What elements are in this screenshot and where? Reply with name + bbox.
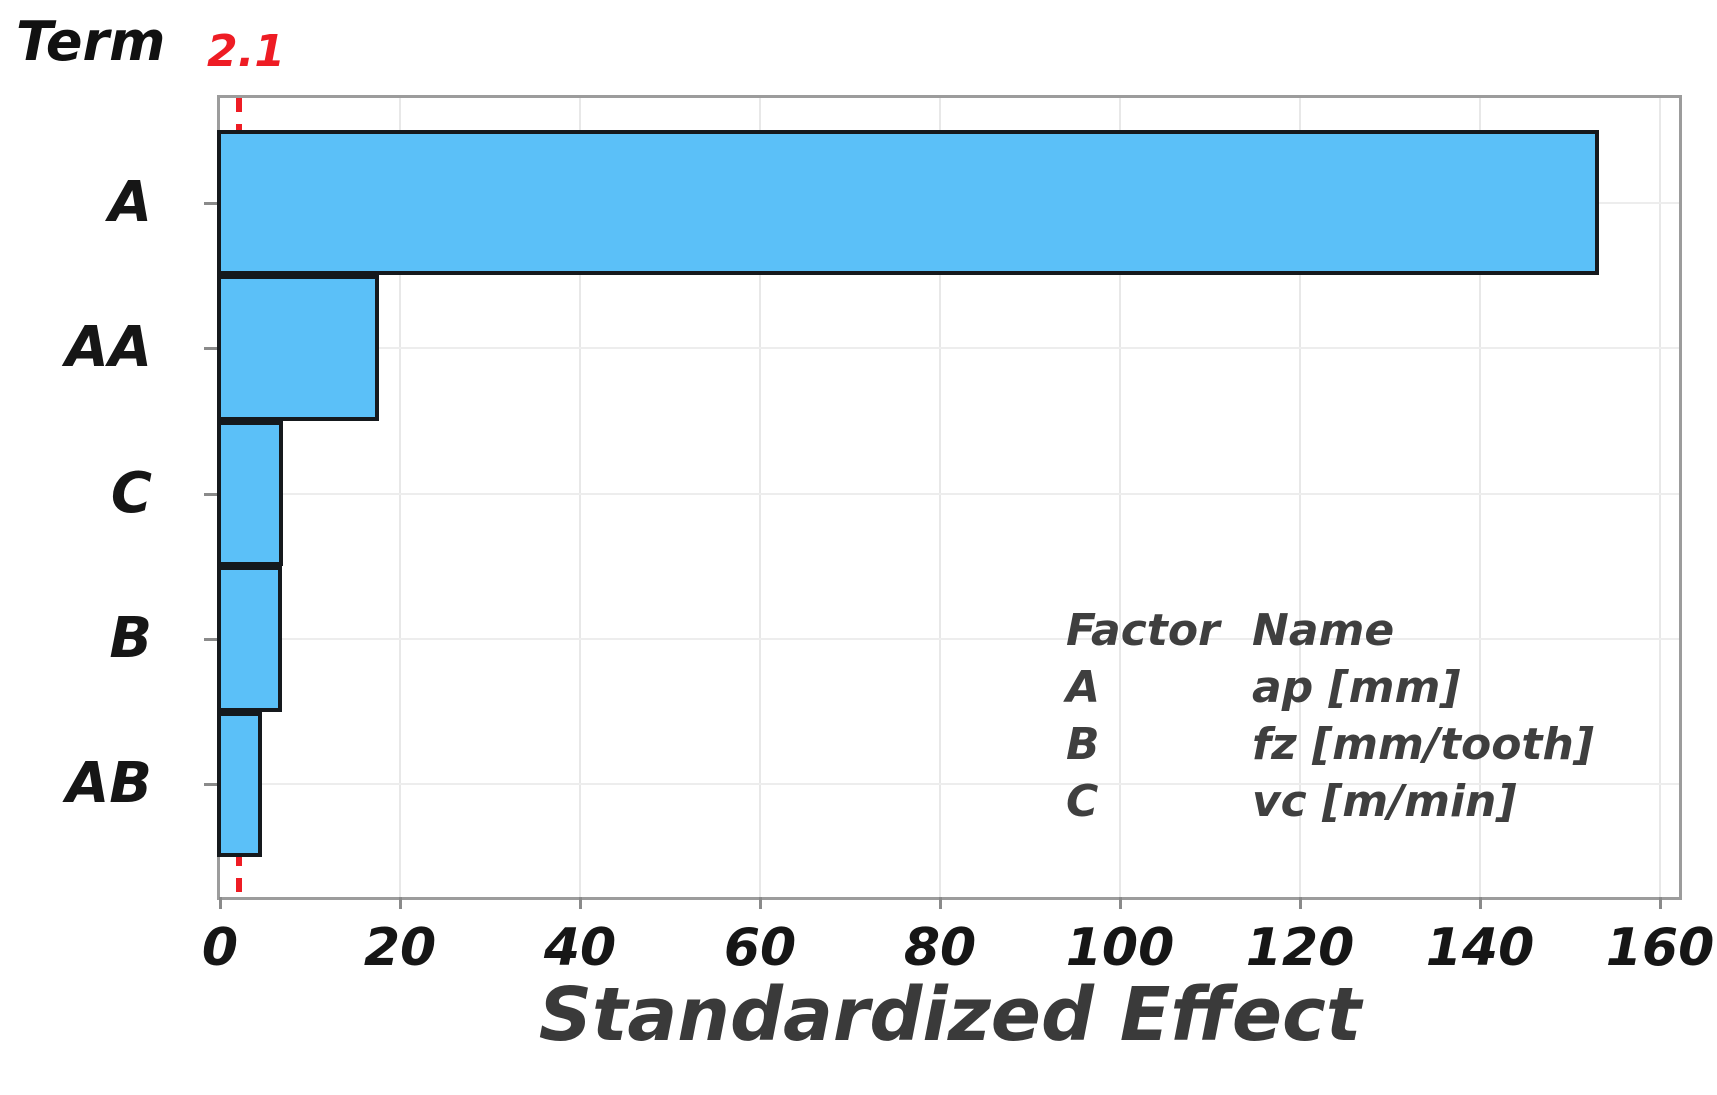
- legend-name: vc [m/min]: [1252, 776, 1517, 827]
- horizontal-gridline: [220, 347, 1679, 350]
- y-axis-tick: [204, 201, 217, 205]
- vertical-gridline: [1299, 98, 1301, 897]
- y-axis-tick: [204, 492, 217, 496]
- x-tick-label: 140: [1425, 918, 1535, 978]
- x-tick-label: 100: [1065, 918, 1175, 978]
- bar-AB: [217, 711, 262, 857]
- x-axis-tick: [579, 897, 582, 909]
- y-tick-label-B: B: [109, 605, 152, 671]
- x-axis-tick: [399, 897, 402, 909]
- x-tick-label: 60: [723, 918, 797, 978]
- bar-AA: [217, 275, 379, 421]
- legend-header-factor: Factor: [1066, 605, 1220, 656]
- x-axis-title: Standardized Effect: [538, 972, 1362, 1058]
- y-tick-label-C: C: [110, 460, 152, 526]
- y-tick-label-AA: AA: [65, 315, 152, 381]
- bar-B: [217, 566, 283, 712]
- y-axis-tick: [204, 783, 217, 787]
- x-axis-tick: [1659, 897, 1662, 909]
- bar-C: [217, 420, 284, 567]
- vertical-gridline: [399, 98, 401, 897]
- x-axis-tick: [219, 897, 222, 909]
- plot-area: [217, 95, 1682, 900]
- legend-factor: A: [1066, 662, 1101, 713]
- bar-A: [217, 130, 1599, 276]
- y-axis-tick: [204, 347, 217, 351]
- vertical-gridline: [1119, 98, 1121, 897]
- x-axis-tick: [1479, 897, 1482, 909]
- legend-name: fz [mm/tooth]: [1252, 719, 1594, 770]
- legend-header-name: Name: [1252, 605, 1395, 656]
- horizontal-gridline: [220, 492, 1679, 495]
- horizontal-gridline: [220, 637, 1679, 640]
- x-axis-tick: [939, 897, 942, 909]
- x-tick-label: 80: [903, 918, 977, 978]
- x-tick-label: 160: [1605, 918, 1715, 978]
- vertical-gridline: [1479, 98, 1481, 897]
- x-tick-label: 40: [543, 918, 617, 978]
- vertical-gridline: [1659, 98, 1661, 897]
- x-axis-tick: [759, 897, 762, 909]
- y-axis-tick: [204, 637, 217, 641]
- legend-factor: C: [1066, 776, 1099, 827]
- legend-name: ap [mm]: [1252, 662, 1461, 713]
- x-tick-label: 120: [1245, 918, 1355, 978]
- x-tick-label: 20: [363, 918, 437, 978]
- horizontal-gridline: [220, 783, 1679, 786]
- x-axis-tick: [1299, 897, 1302, 909]
- y-tick-label-A: A: [108, 169, 152, 235]
- reference-line-label: 2.1: [207, 26, 285, 77]
- y-axis-title: Term: [16, 10, 166, 73]
- vertical-gridline: [759, 98, 761, 897]
- x-axis-tick: [1119, 897, 1122, 909]
- vertical-gridline: [939, 98, 941, 897]
- x-tick-label: 0: [201, 918, 239, 978]
- y-tick-label-AB: AB: [65, 751, 152, 817]
- vertical-gridline: [579, 98, 581, 897]
- legend-factor: B: [1066, 719, 1100, 770]
